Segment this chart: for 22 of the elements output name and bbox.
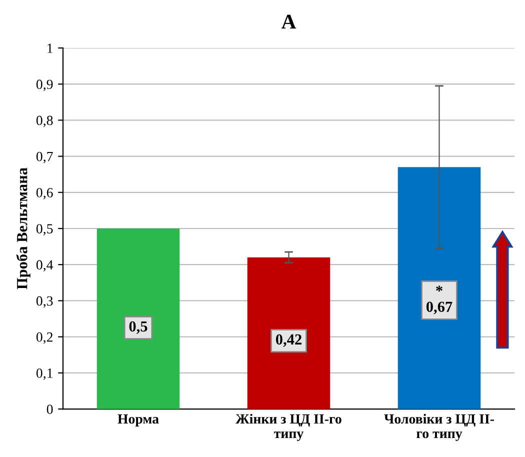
chart-title: А [281, 14, 296, 29]
x-tick-label: Жінки з ЦД ІІ-го типу [236, 414, 342, 442]
y-tick-label: 0,5 [36, 224, 53, 236]
y-tick-label: 1 [48, 44, 52, 53]
y-tick-label: 0,1 [36, 368, 52, 380]
data-label: 0,42 [276, 334, 302, 347]
y-tick-label: 0,2 [36, 332, 53, 344]
y-tick-label: 0,7 [36, 152, 53, 164]
data-label: 0,5 [129, 321, 148, 334]
data-label: * 0,67 [426, 286, 452, 314]
bar [247, 257, 330, 410]
y-axis-title: Проба Вельтмана [16, 168, 30, 290]
y-tick-label: 0,6 [36, 188, 53, 200]
x-tick-label: Чоловіки з ЦД ІІ- го типу [384, 414, 494, 442]
y-tick-label: 0 [46, 404, 53, 414]
x-tick-label: Норма [118, 414, 159, 426]
y-tick-label: 0,9 [36, 80, 53, 92]
y-tick-label: 0,8 [36, 116, 53, 128]
bar [96, 228, 180, 410]
y-tick-label: 0,3 [36, 296, 53, 308]
y-tick-label: 0,4 [36, 260, 54, 272]
bar [398, 167, 481, 410]
